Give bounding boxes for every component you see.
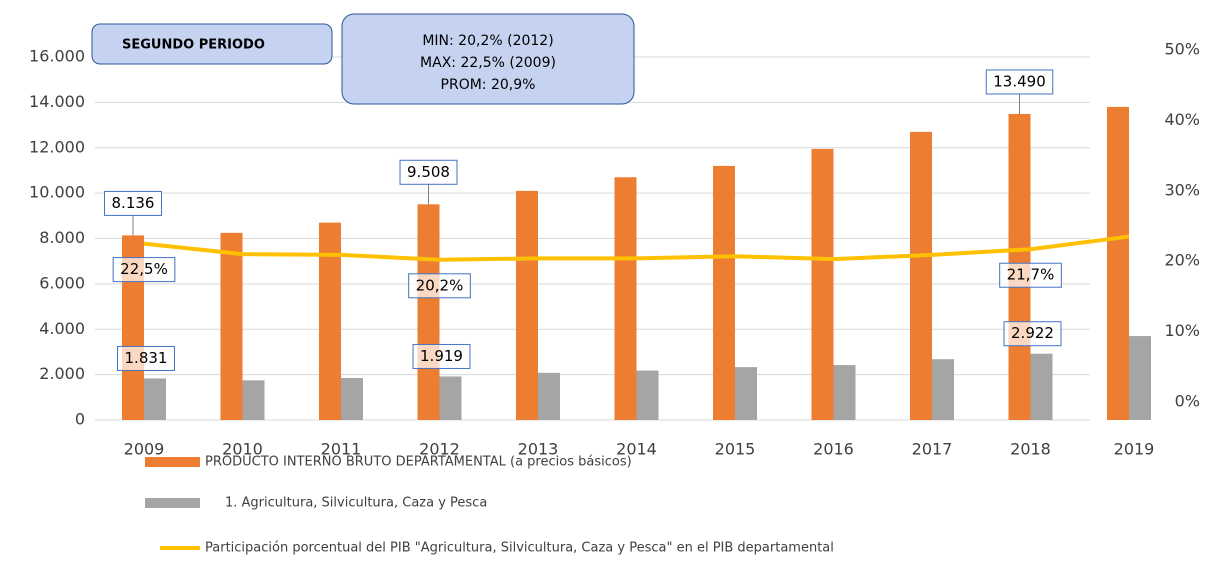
data-label: 2.922 [1011, 324, 1054, 342]
x-tick-label: 2015 [715, 440, 756, 459]
x-tick-label: 2010 [222, 440, 263, 459]
bar [341, 378, 363, 420]
data-label: 8.136 [112, 194, 155, 212]
bar [417, 204, 440, 420]
bar [1129, 336, 1151, 420]
bar [614, 177, 637, 420]
y2-tick-label: 40% [1164, 110, 1200, 129]
data-label: 13.490 [993, 72, 1046, 90]
y-tick-label: 10.000 [29, 183, 85, 202]
x-tick-label: 2009 [124, 440, 165, 459]
legend-label: Participación porcentual del PIB "Agricu… [205, 541, 834, 556]
x-tick-label: 2012 [419, 440, 460, 459]
bar [735, 367, 757, 420]
y-tick-label: 16.000 [29, 47, 85, 66]
legend-label: 1. Agricultura, Silvicultura, Caza y Pes… [225, 496, 487, 511]
y2-tick-label: 30% [1164, 180, 1200, 199]
bar [538, 372, 560, 420]
y-tick-label: 0 [75, 410, 85, 429]
bar [811, 148, 834, 420]
y-tick-label: 8.000 [39, 228, 85, 247]
annotation: PROM: 20,9% [441, 77, 536, 93]
bar [833, 365, 856, 420]
annotation: MAX: 22,5% (2009) [420, 55, 556, 71]
annotation: MIN: 20,2% (2012) [422, 33, 553, 49]
bar [713, 165, 735, 420]
bar [242, 380, 265, 420]
data-label-box [985, 69, 1054, 95]
bar [932, 359, 954, 420]
bar [910, 131, 932, 420]
x-tick-label: 2017 [912, 440, 953, 459]
annotation-box [341, 13, 635, 105]
data-label: 21,7% [1007, 266, 1055, 284]
x-tick-label: 2011 [321, 440, 362, 459]
data-label: 9.508 [407, 163, 450, 181]
data-label-box [104, 190, 162, 216]
annotation-box [91, 23, 333, 65]
annotation: SEGUNDO PERIODO [122, 38, 265, 53]
bar [1030, 353, 1053, 420]
data-label-box [999, 262, 1062, 288]
y-tick-label: 12.000 [29, 137, 85, 156]
legend-label: PRODUCTO INTERNO BRUTO DEPARTAMENTAL (a … [205, 455, 632, 470]
y-tick-label: 6.000 [39, 273, 85, 292]
y2-tick-label: 50% [1164, 40, 1200, 59]
data-label-box [1003, 321, 1062, 347]
legend-swatch [145, 457, 200, 467]
x-tick-label: 2013 [518, 440, 559, 459]
y-tick-label: 4.000 [39, 319, 85, 338]
bar [1107, 106, 1129, 420]
data-label-box [112, 257, 176, 283]
data-label: 1.919 [420, 347, 463, 365]
data-label: 22,5% [120, 260, 168, 278]
x-tick-label: 2016 [813, 440, 854, 459]
y-tick-label: 14.000 [29, 92, 85, 111]
x-tick-label: 2019 [1114, 440, 1155, 459]
x-tick-label: 2018 [1010, 440, 1051, 459]
bar [144, 378, 166, 420]
y2-tick-label: 0% [1175, 392, 1200, 411]
y2-tick-label: 20% [1164, 251, 1200, 270]
bar [319, 222, 341, 420]
data-label-box [399, 159, 458, 185]
bar [516, 190, 538, 420]
line [143, 234, 1130, 262]
bar [220, 232, 243, 420]
bar [636, 370, 659, 420]
y-tick-label: 2.000 [39, 364, 85, 383]
x-tick-label: 2014 [616, 440, 657, 459]
legend-swatch [145, 498, 200, 508]
data-label: 20,2% [416, 276, 464, 294]
data-label-box [412, 343, 471, 369]
bar [439, 376, 462, 420]
data-label: 1.831 [125, 349, 168, 367]
data-label-box [117, 345, 175, 371]
y2-tick-label: 10% [1164, 321, 1200, 340]
data-label-box [408, 273, 471, 299]
